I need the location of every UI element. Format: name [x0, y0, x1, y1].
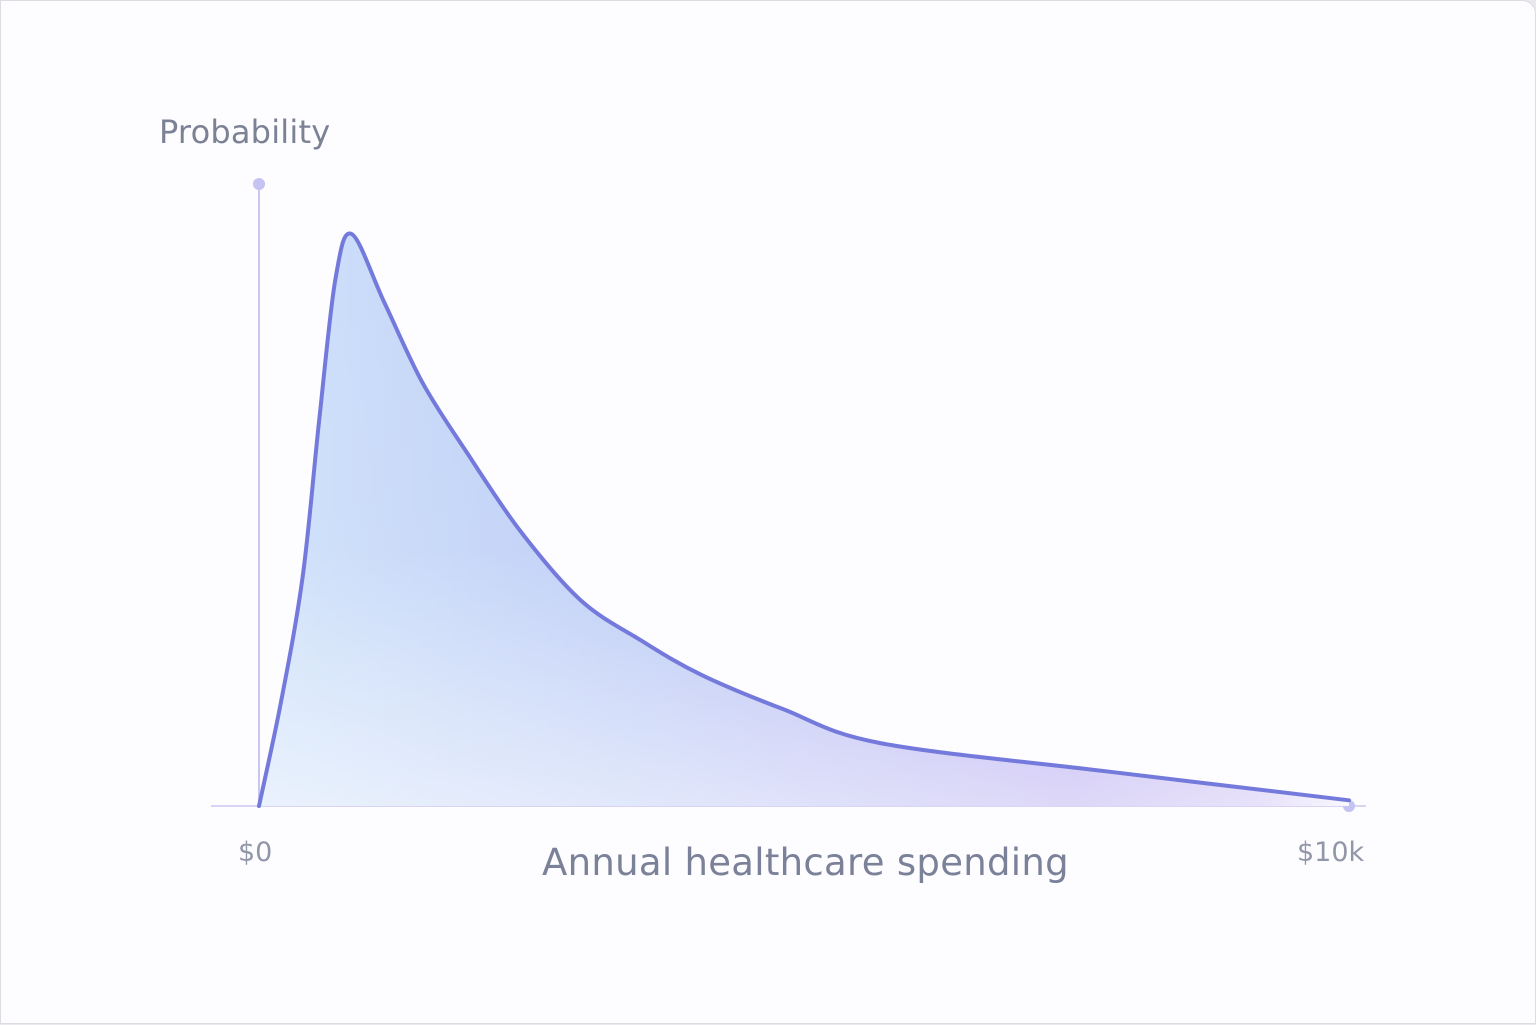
x-tick-max: $10k — [1297, 837, 1365, 868]
x-axis-label: Annual healthcare spending — [542, 841, 1069, 884]
distribution-area-fade — [259, 233, 1349, 806]
x-tick-min: $0 — [238, 837, 273, 868]
y-axis-label: Probability — [159, 113, 331, 151]
distribution-curve — [257, 231, 1351, 808]
y-axis-end-dot — [253, 178, 265, 190]
